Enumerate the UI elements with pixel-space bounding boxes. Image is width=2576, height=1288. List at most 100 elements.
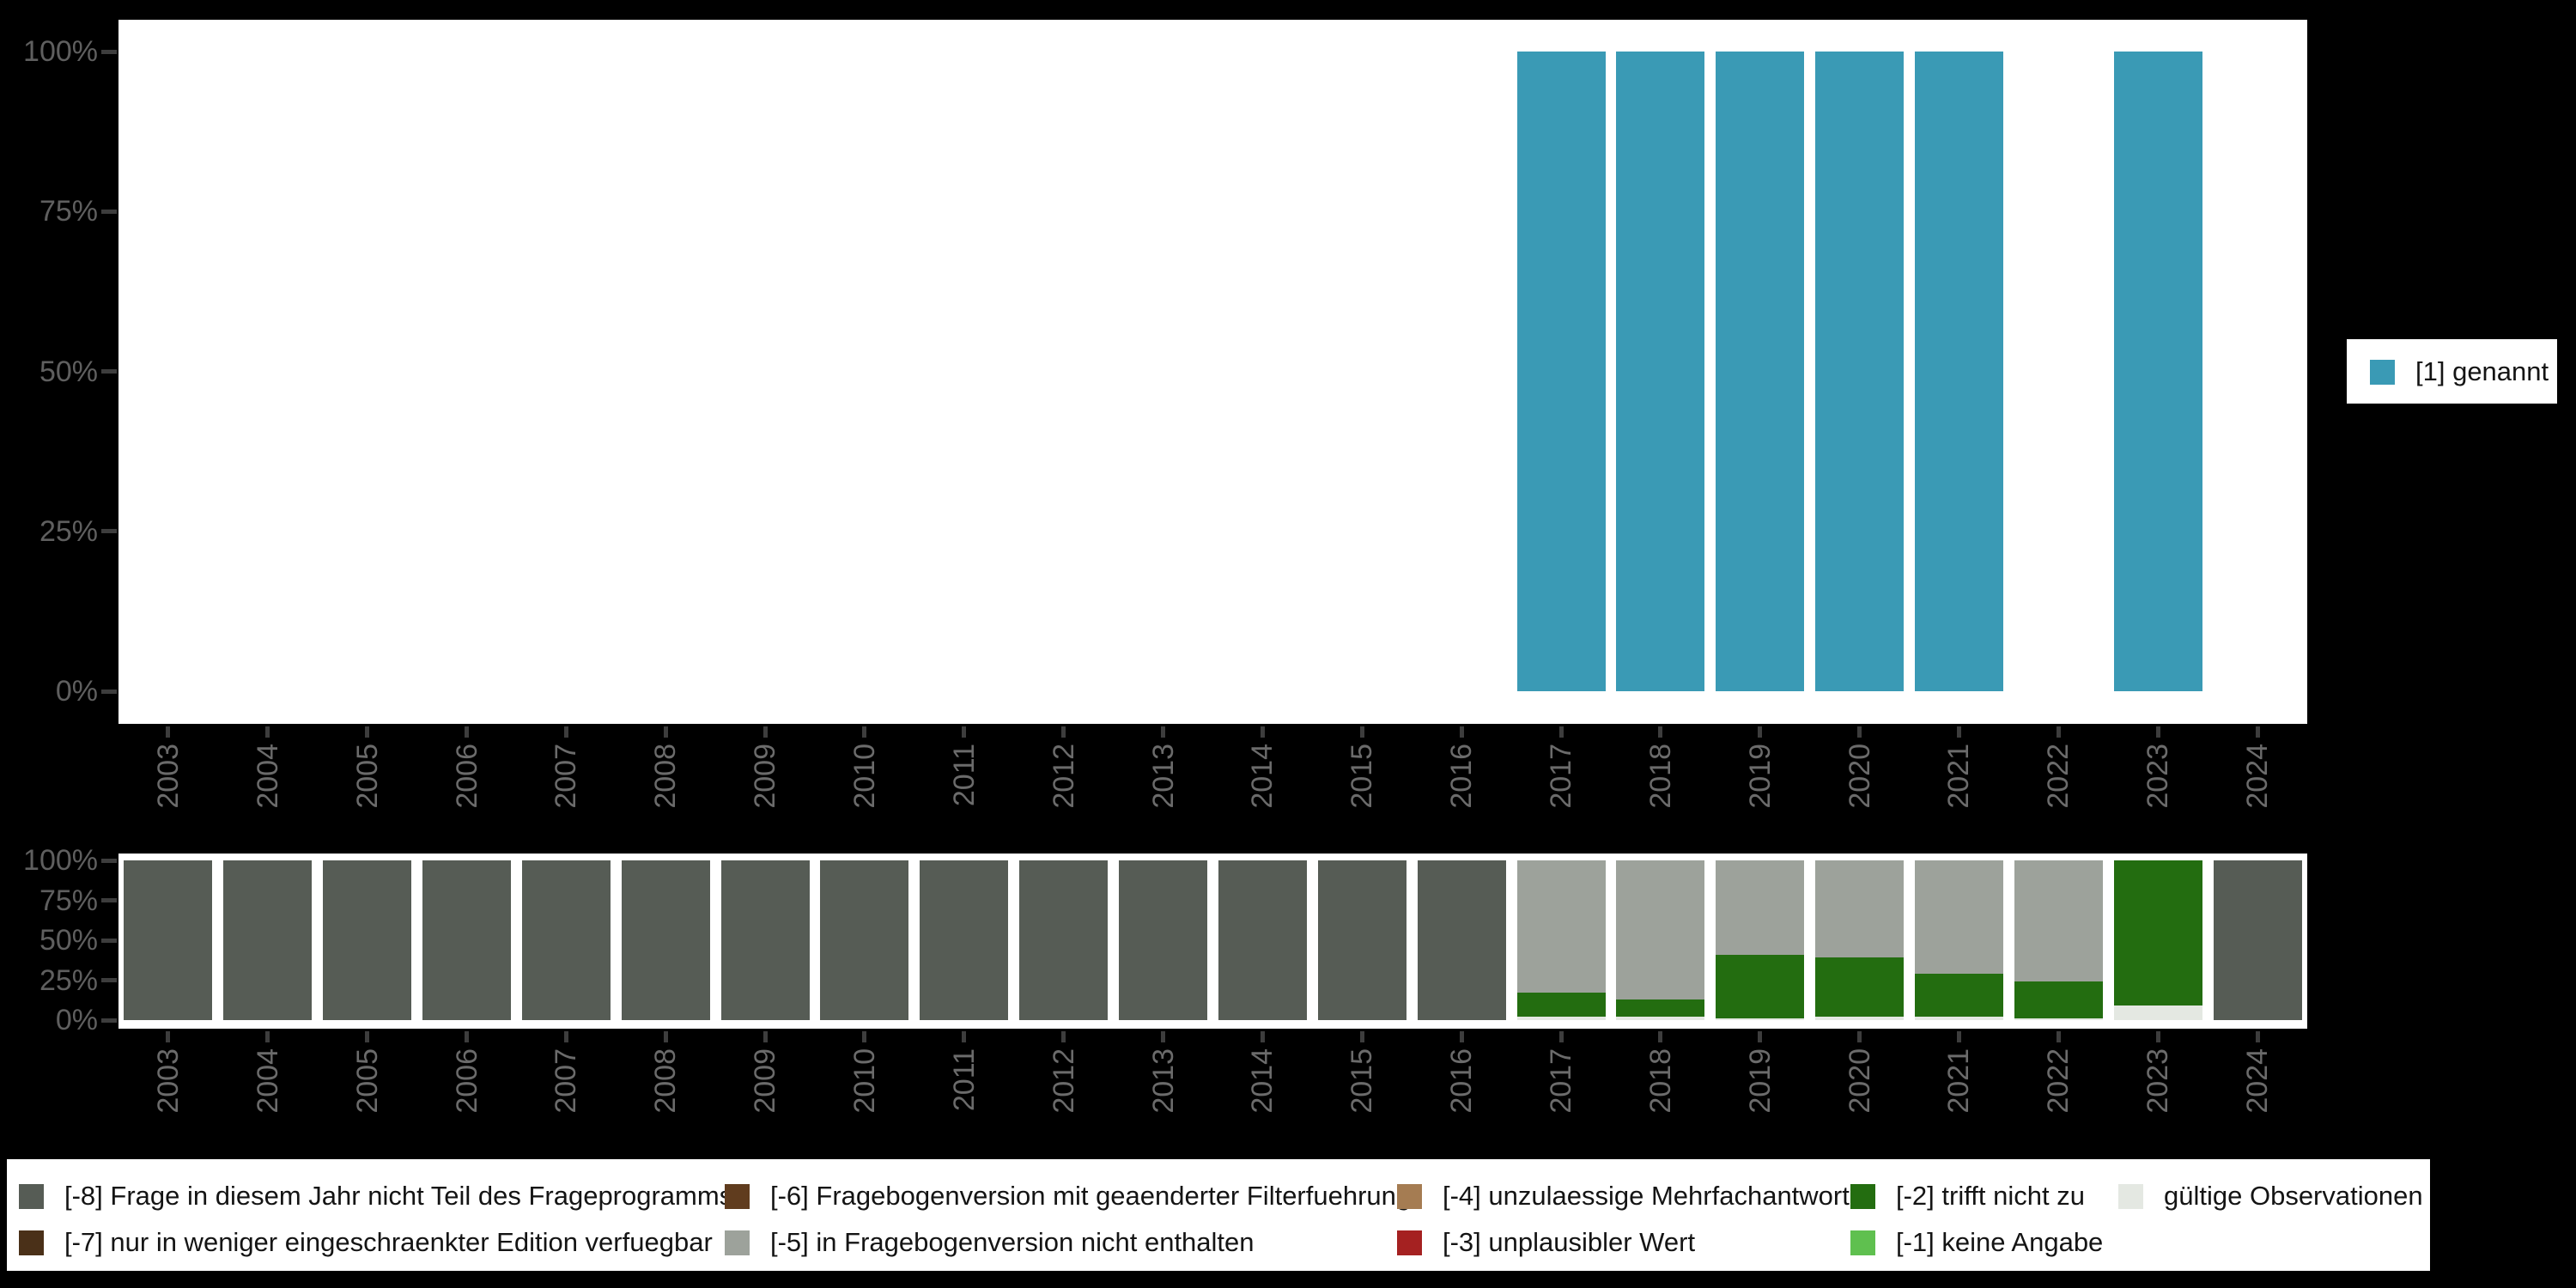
x-tick-mark	[663, 1031, 668, 1042]
bar-segment-2021-valid	[1914, 1017, 2003, 1020]
x-axis-label-bottom-2024: 2024	[2241, 1048, 2275, 1114]
top-chart-legend: [1] genannt	[2347, 339, 2557, 404]
code_m7-legend-swatch	[19, 1230, 44, 1255]
bar-segment-2021-code_m2	[1914, 974, 2003, 1018]
bar-segment-2018-valid	[1616, 1017, 1705, 1020]
x-axis-label-bottom-2012: 2012	[1047, 1048, 1080, 1114]
bar-segment-2023-valid	[2113, 1005, 2202, 1020]
x-tick-mark	[265, 726, 270, 738]
x-tick-mark	[862, 726, 867, 738]
x-axis-label-top-2011: 2011	[947, 744, 981, 807]
x-tick-mark	[465, 726, 470, 738]
bar-segment-2012-code_m8	[1019, 860, 1109, 1020]
x-tick-mark	[2155, 1031, 2160, 1042]
x-axis-label-bottom-2016: 2016	[1445, 1048, 1479, 1114]
x-axis-label-bottom-2005: 2005	[350, 1048, 384, 1114]
legend-entry-label: gültige Observationen	[2164, 1181, 2423, 1211]
x-axis-label-top-2023: 2023	[2142, 744, 2175, 809]
x-axis-label-bottom-2022: 2022	[2042, 1048, 2075, 1114]
x-axis-label-top-2006: 2006	[450, 744, 483, 809]
legend-entry-code_m7: [-7] nur in weniger eingeschraenkter Edi…	[19, 1225, 713, 1260]
legend-entry-label: [-4] unzulaessige Mehrfachantwort	[1443, 1181, 1850, 1211]
y-tick-mark	[101, 529, 117, 534]
x-tick-mark	[166, 726, 171, 738]
legend-entry-code_m5: [-5] in Fragebogenversion nicht enthalte…	[725, 1225, 1255, 1260]
bar-segment-2020-code_m2	[1815, 957, 1905, 1018]
x-axis-label-bottom-2023: 2023	[2142, 1048, 2175, 1114]
x-tick-mark	[862, 1031, 867, 1042]
bar-segment-2019-valid	[1716, 1018, 1805, 1020]
bar-segment-2010-code_m8	[820, 860, 909, 1020]
x-axis-label-top-2017: 2017	[1545, 744, 1578, 809]
x-tick-mark	[1758, 726, 1763, 738]
bar-genannt-2021	[1914, 52, 2003, 691]
code_m3-legend-swatch	[1397, 1230, 1422, 1255]
x-tick-mark	[1359, 1031, 1364, 1042]
x-tick-mark	[1658, 726, 1663, 738]
code_m2-legend-swatch	[1850, 1183, 1875, 1209]
legend-entry-label: [-1] keine Angabe	[1896, 1227, 2104, 1257]
x-tick-mark	[1161, 726, 1166, 738]
legend-entry-label: [-8] Frage in diesem Jahr nicht Teil des…	[64, 1181, 733, 1211]
x-axis-label-top-2012: 2012	[1047, 744, 1080, 809]
legend-entry-label: [-5] in Fragebogenversion nicht enthalte…	[770, 1227, 1255, 1257]
x-tick-mark	[1956, 726, 1961, 738]
x-axis-label-bottom-2013: 2013	[1146, 1048, 1180, 1114]
x-tick-mark	[265, 1031, 270, 1042]
x-axis-label-bottom-2010: 2010	[848, 1048, 881, 1114]
x-tick-mark	[465, 1031, 470, 1042]
bar-segment-2019-code_m2	[1716, 954, 1805, 1019]
x-axis-label-top-2009: 2009	[749, 744, 782, 809]
x-tick-mark	[762, 726, 768, 738]
bar-segment-2004-code_m8	[223, 860, 313, 1020]
x-axis-label-top-2021: 2021	[1942, 744, 1976, 809]
x-tick-mark	[365, 726, 370, 738]
y-axis-label-bottom-25%: 25%	[39, 963, 98, 997]
legend-entry-label: [-7] nur in weniger eingeschraenkter Edi…	[64, 1227, 713, 1257]
y-tick-mark	[101, 49, 117, 54]
valid-legend-swatch	[2118, 1183, 2143, 1209]
x-tick-mark	[1758, 1031, 1763, 1042]
y-tick-mark	[101, 978, 117, 982]
bottom-chart-plot-area	[118, 854, 2307, 1029]
x-axis-label-bottom-2017: 2017	[1545, 1048, 1578, 1114]
x-tick-mark	[1956, 1031, 1961, 1042]
x-axis-label-top-2014: 2014	[1246, 744, 1279, 809]
y-axis-label-bottom-50%: 50%	[39, 924, 98, 957]
code_m5-legend-swatch	[725, 1230, 750, 1255]
bar-segment-2019-code_m5	[1716, 860, 1805, 955]
legend-entry-code_m6: [-6] Fragebogenversion mit geaenderter F…	[725, 1179, 1411, 1213]
x-tick-mark	[1260, 1031, 1265, 1042]
x-axis-label-top-2008: 2008	[649, 744, 683, 809]
x-axis-label-bottom-2006: 2006	[450, 1048, 483, 1114]
bar-segment-2008-code_m8	[621, 860, 710, 1020]
x-tick-mark	[962, 1031, 967, 1042]
bar-genannt-2019	[1716, 52, 1805, 691]
code_m4-legend-swatch	[1397, 1183, 1422, 1209]
bar-segment-2013-code_m8	[1119, 860, 1208, 1020]
x-tick-mark	[1857, 726, 1862, 738]
top-chart-plot-area	[118, 20, 2307, 724]
y-tick-mark	[101, 898, 117, 902]
legend-entry-label: [-2] trifft nicht zu	[1896, 1181, 2085, 1211]
x-axis-label-top-2005: 2005	[350, 744, 384, 809]
y-tick-mark	[101, 1018, 117, 1023]
x-tick-mark	[1857, 1031, 1862, 1042]
y-axis-label-top-25%: 25%	[39, 514, 98, 548]
bar-segment-2003-code_m8	[124, 860, 213, 1020]
x-tick-mark	[2255, 1031, 2260, 1042]
x-tick-mark	[2056, 1031, 2061, 1042]
bar-segment-2014-code_m8	[1218, 860, 1307, 1020]
legend-entry-code_m8: [-8] Frage in diesem Jahr nicht Teil des…	[19, 1179, 732, 1213]
code_m8-legend-swatch	[19, 1183, 44, 1209]
y-axis-label-top-50%: 50%	[39, 355, 98, 388]
bar-segment-2017-valid	[1516, 1017, 1606, 1020]
x-axis-label-top-2016: 2016	[1445, 744, 1479, 809]
bar-segment-2018-code_m2	[1616, 999, 1705, 1018]
y-tick-mark	[101, 689, 117, 694]
bar-segment-2023-code_m2	[2113, 860, 2202, 1006]
y-axis-label-bottom-0%: 0%	[55, 1004, 98, 1036]
y-tick-mark	[101, 369, 117, 374]
x-tick-mark	[663, 726, 668, 738]
